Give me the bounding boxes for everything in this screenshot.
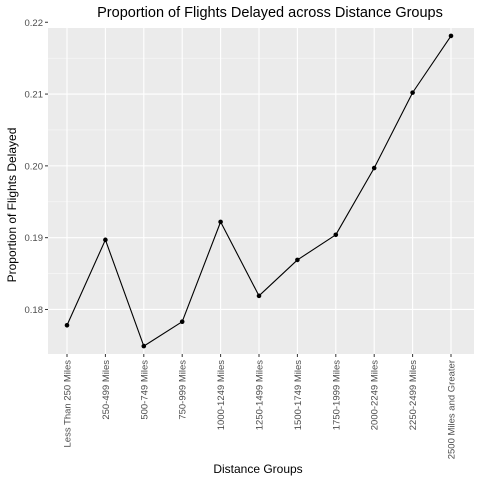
x-tick-label: 500-749 Miles bbox=[139, 360, 150, 420]
x-tick-label: 750-999 Miles bbox=[178, 360, 189, 420]
y-tick-label: 0.22 bbox=[25, 18, 44, 29]
y-axis: 0.18 0.19 0.20 0.21 0.22 bbox=[25, 18, 48, 316]
x-tick-label: 1500-1749 Miles bbox=[293, 360, 304, 430]
data-point bbox=[371, 165, 377, 171]
data-point bbox=[410, 90, 415, 95]
x-tick-label: 2000-2249 Miles bbox=[370, 360, 381, 430]
grid-major bbox=[48, 21, 474, 354]
plot-panel bbox=[48, 28, 474, 354]
x-tick-label: 2500 Miles and Greater bbox=[447, 360, 458, 459]
series-line-group bbox=[64, 33, 454, 349]
data-point bbox=[256, 293, 262, 299]
data-point bbox=[103, 237, 108, 243]
y-axis-title: Proportion of Flights Delayed bbox=[5, 128, 19, 283]
y-tick-label: 0.20 bbox=[25, 161, 44, 172]
y-tick-label: 0.21 bbox=[25, 90, 44, 101]
x-tick-label: 1000-1249 Miles bbox=[216, 360, 227, 430]
data-point bbox=[179, 319, 185, 324]
x-tick-label: 1750-1999 Miles bbox=[331, 360, 342, 430]
data-point bbox=[333, 232, 339, 238]
y-tick-label: 0.18 bbox=[25, 305, 44, 316]
x-tick-label: 250-499 Miles bbox=[101, 360, 112, 420]
grid-minor bbox=[48, 57, 474, 274]
data-point bbox=[141, 343, 147, 349]
x-tick-label: Less Than 250 Miles bbox=[63, 360, 74, 448]
data-point bbox=[64, 322, 70, 328]
x-tick-label: 1250-1499 Miles bbox=[255, 360, 266, 430]
data-point bbox=[218, 219, 223, 225]
x-tick-label: 2250-2499 Miles bbox=[408, 360, 419, 430]
x-axis-title: Distance Groups bbox=[213, 462, 302, 476]
chart-title: Proportion of Flights Delayed across Dis… bbox=[97, 5, 443, 21]
data-point bbox=[295, 257, 300, 263]
data-point bbox=[448, 33, 454, 39]
x-axis: Less Than 250 Miles 250-499 Miles 500-749 … bbox=[63, 354, 458, 459]
y-tick-label: 0.19 bbox=[25, 233, 44, 244]
